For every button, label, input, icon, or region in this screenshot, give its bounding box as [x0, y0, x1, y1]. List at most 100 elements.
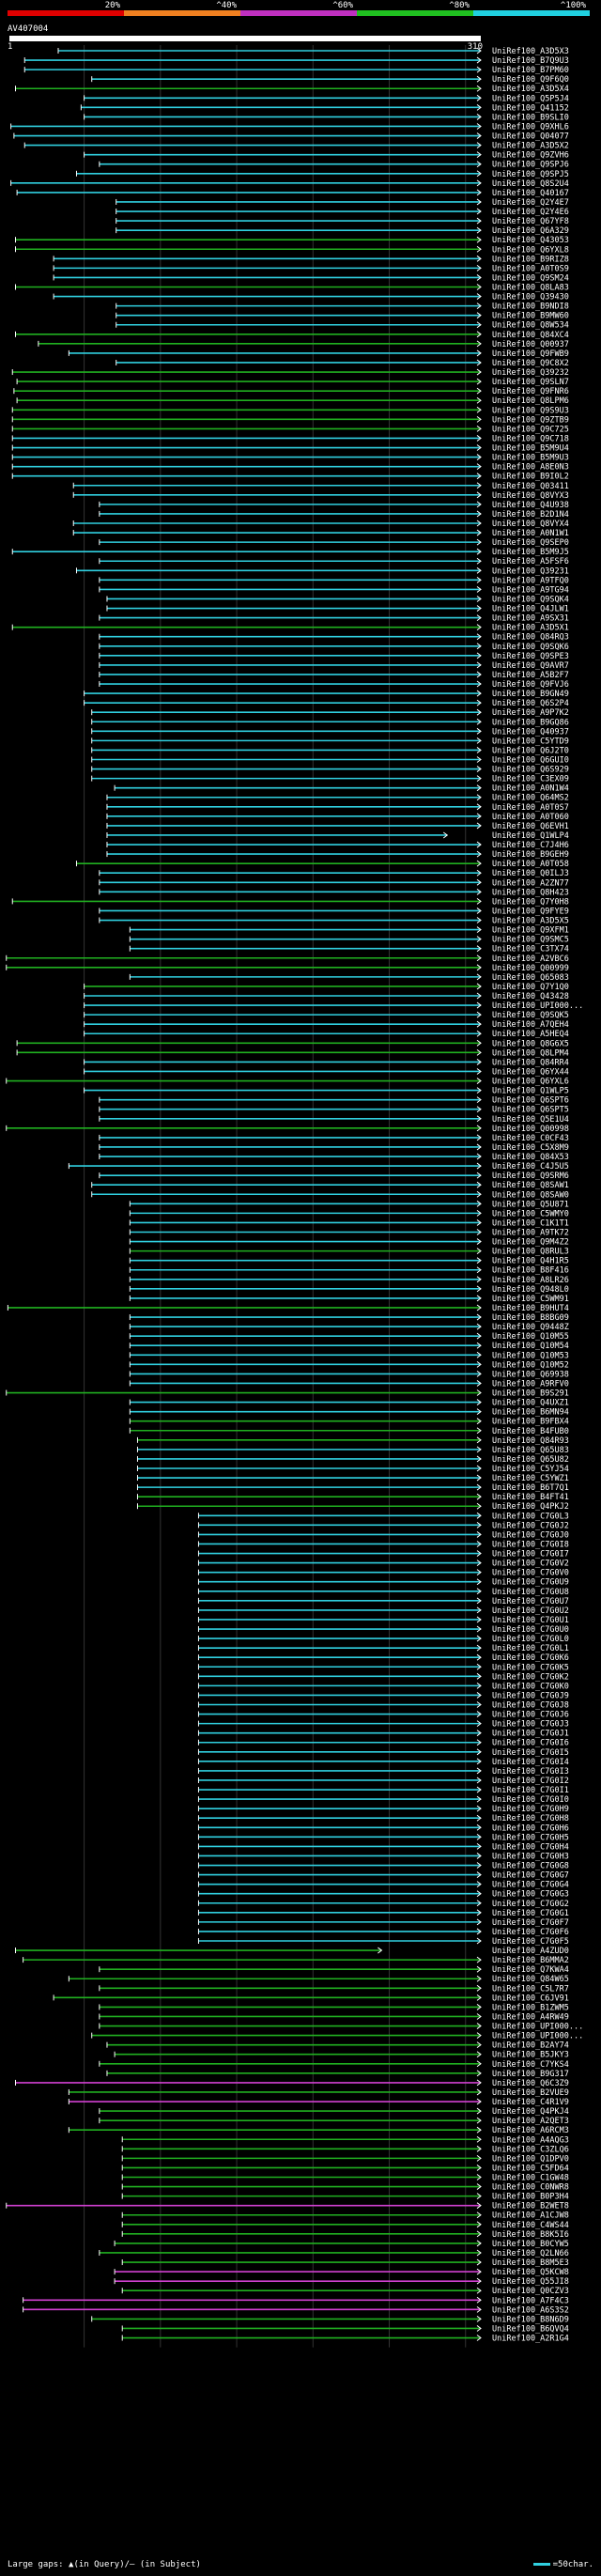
hit-row: UniRef100_B4FUB0 — [129, 1427, 569, 1436]
hit-end-arrow — [476, 1436, 482, 1444]
hit-row: UniRef100_Q9SPJ5 — [75, 170, 569, 179]
hit-end-arrow — [476, 1909, 482, 1916]
hit-label: UniRef100_Q1WLP5 — [492, 1087, 569, 1096]
hit-row: UniRef100_Q6J2T0 — [91, 746, 569, 755]
hit-label: UniRef100_A5HEQ4 — [492, 1030, 569, 1039]
hit-label: UniRef100_Q6S929 — [492, 766, 569, 775]
hit-row: UniRef100_C7G0J2 — [197, 1521, 569, 1530]
hit-end-arrow — [476, 2268, 482, 2275]
hit-row: UniRef100_B9GN49 — [84, 690, 569, 699]
hit-label: UniRef100_B8K5I6 — [492, 2230, 569, 2240]
hit-end-arrow — [476, 123, 482, 130]
hit-row: UniRef100_Q84R93 — [136, 1436, 569, 1446]
hit-label: UniRef100_B0CYW5 — [492, 2240, 569, 2249]
hit-end-arrow — [476, 245, 482, 253]
hit-row: UniRef100_C4R1V9 — [68, 2098, 569, 2107]
hit-end-arrow — [476, 973, 482, 981]
hit-end-arrow — [476, 1001, 482, 1009]
hit-label: UniRef100_B5M9U4 — [492, 444, 569, 454]
hit-label: UniRef100_Q39231 — [492, 566, 569, 576]
hit-label: UniRef100_A5B2F7 — [492, 671, 569, 680]
hit-end-arrow — [476, 1853, 482, 1859]
hit-row: UniRef100_B9G317 — [106, 2070, 569, 2079]
hit-label: UniRef100_Q9SQK4 — [492, 595, 569, 604]
hit-row: UniRef100_Q6SPT5 — [99, 1106, 569, 1115]
hit-end-arrow — [476, 936, 482, 943]
hit-end-arrow — [476, 491, 482, 499]
hit-end-arrow — [476, 1323, 482, 1330]
hit-row: UniRef100_B9FBX4 — [129, 1418, 569, 1427]
hit-end-arrow — [476, 2230, 482, 2238]
hit-end-arrow — [476, 1616, 482, 1623]
hit-end-arrow — [476, 652, 482, 660]
hit-label: UniRef100_A1CJW8 — [492, 2211, 569, 2221]
hit-end-arrow — [476, 2004, 482, 2010]
hit-end-arrow — [476, 1200, 482, 1207]
hit-label: UniRef100_B9MW60 — [492, 312, 569, 321]
hit-row: UniRef100_Q4U938 — [99, 501, 569, 510]
hit-row: UniRef100_Q9ZTB9 — [11, 415, 569, 425]
hit-end-arrow — [476, 1115, 482, 1123]
hit-end-arrow — [476, 463, 482, 471]
hit-end-arrow — [476, 1059, 482, 1065]
identity-scale-label: ^60% — [332, 1, 353, 10]
hit-row: UniRef100_B1ZWM5 — [99, 2003, 569, 2012]
hit-end-arrow — [476, 2079, 482, 2087]
hit-label: UniRef100_Q40167 — [492, 189, 569, 198]
hit-label: UniRef100_Q9FWB9 — [492, 349, 569, 359]
hit-end-arrow — [476, 1011, 482, 1018]
hit-row: UniRef100_C7G0I5 — [197, 1748, 569, 1758]
hit-row: UniRef100_C5WMY0 — [129, 1209, 569, 1218]
hit-end-arrow — [476, 1039, 482, 1047]
hit-label: UniRef100_Q8SAW0 — [492, 1190, 569, 1200]
hit-end-arrow — [476, 1078, 482, 1084]
hit-row: UniRef100_A4ZUD0 — [14, 1947, 569, 1956]
hit-row: UniRef100_A9RFV0 — [129, 1379, 569, 1389]
hit-end-arrow — [476, 1493, 482, 1500]
identity-scale-segment — [8, 10, 124, 16]
hit-label: UniRef100_Q84RQ3 — [492, 633, 569, 643]
hit-label: UniRef100_A3D5X3 — [492, 47, 569, 56]
hit-label: UniRef100_Q6S2P4 — [492, 699, 569, 708]
hit-label: UniRef100_C7G0U0 — [492, 1625, 569, 1635]
hit-label: UniRef100_B2VUE9 — [492, 2088, 569, 2098]
hit-end-arrow — [476, 85, 482, 92]
hit-label: UniRef100_B8BG09 — [492, 1313, 569, 1323]
hit-label: UniRef100_C7G0I8 — [492, 1540, 569, 1549]
hit-row: UniRef100_UPI000... — [91, 2032, 583, 2041]
hit-row: UniRef100_Q04077 — [13, 132, 569, 142]
hit-row: UniRef100_A6RCM3 — [68, 2126, 569, 2135]
hit-label: UniRef100_C7G0I4 — [492, 1758, 569, 1767]
hit-row: UniRef100_Q84X53 — [99, 1153, 569, 1162]
hit-end-arrow — [476, 1871, 482, 1878]
identity-scale-label: 20% — [105, 1, 121, 10]
hit-end-arrow — [476, 103, 482, 111]
hit-row: UniRef100_A8E0N3 — [11, 463, 569, 473]
hit-label: UniRef100_Q1WLP4 — [492, 831, 569, 841]
hit-row: UniRef100_A4AQG3 — [121, 2135, 569, 2145]
hit-row: UniRef100_Q6A329 — [116, 226, 569, 236]
hit-end-arrow — [476, 747, 482, 753]
hit-row: UniRef100_Q9C725 — [11, 425, 569, 434]
hit-end-arrow — [476, 1569, 482, 1576]
hit-row: UniRef100_Q4UXZ1 — [129, 1399, 569, 1408]
hit-end-arrow — [476, 1020, 482, 1028]
hit-end-arrow — [476, 954, 482, 962]
hit-row: UniRef100_Q9SM24 — [53, 273, 569, 283]
hit-label: UniRef100_Q4H1R5 — [492, 1257, 569, 1266]
hit-end-arrow — [476, 1295, 482, 1302]
hit-row: UniRef100_C7G0I2 — [197, 1777, 569, 1786]
hit-label: UniRef100_Q7KWA4 — [492, 1965, 569, 1975]
hit-row: UniRef100_C7G0F7 — [197, 1918, 569, 1928]
hit-end-arrow — [476, 1332, 482, 1340]
hit-end-arrow — [476, 775, 482, 783]
hit-end-arrow — [476, 142, 482, 148]
hit-row: UniRef100_C7G0H5 — [197, 1833, 569, 1842]
hit-row: UniRef100_B9SLI0 — [84, 113, 569, 122]
hit-row: UniRef100_Q03411 — [72, 482, 569, 491]
hit-end-arrow — [476, 2088, 482, 2096]
identity-color-scale: 20% ^40% ^60% ^80% ^100% — [8, 1, 590, 16]
hit-row: UniRef100_B8N6D9 — [91, 2315, 569, 2324]
hit-row: UniRef100_C5FD64 — [121, 2164, 569, 2173]
hit-row: UniRef100_Q8SAW0 — [91, 1190, 569, 1200]
